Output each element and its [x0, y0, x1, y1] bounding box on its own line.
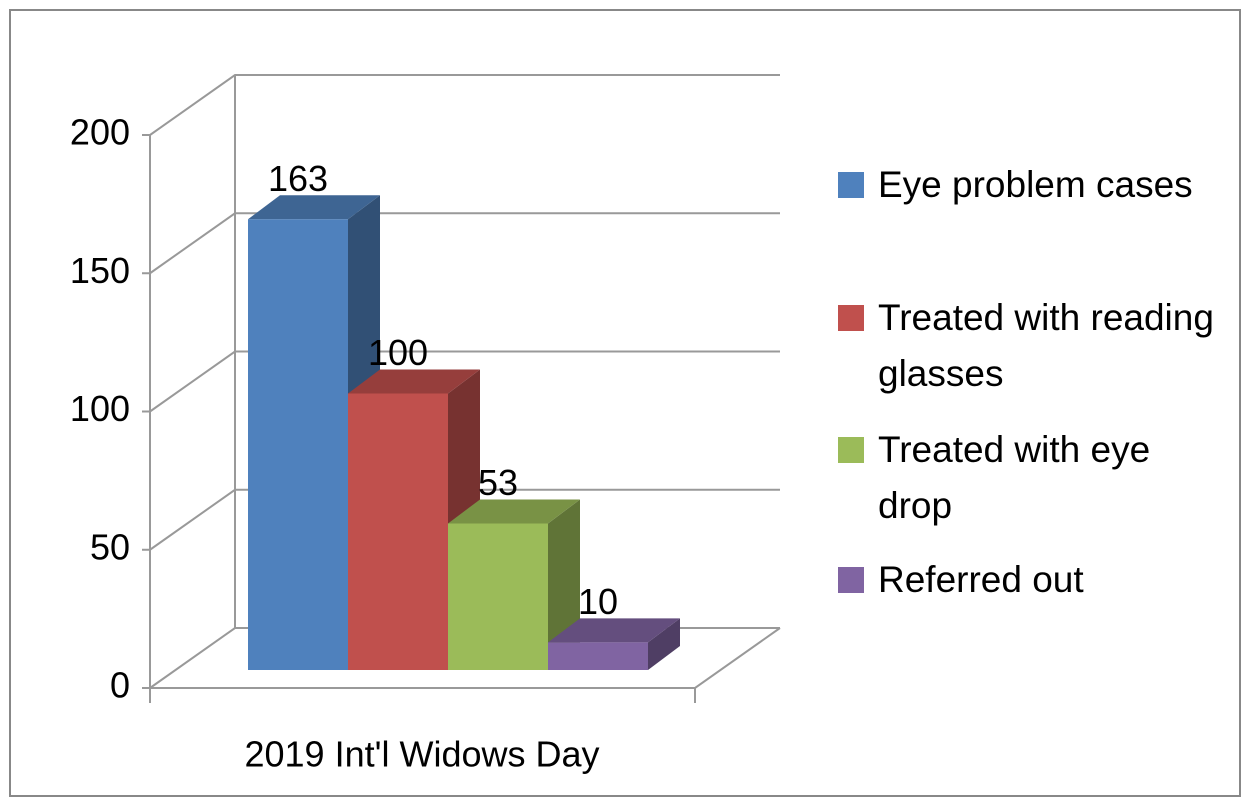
grid-line: [149, 212, 780, 275]
bar-front: [248, 219, 348, 670]
border: [9, 9, 1241, 797]
data-label: 163: [268, 158, 328, 199]
y-tick-label: 200: [70, 112, 130, 153]
bar-front: [348, 393, 448, 670]
data-label: 53: [478, 462, 518, 503]
data-label: 10: [578, 581, 618, 622]
y-tick-label: 50: [90, 526, 130, 567]
bar-top: [548, 618, 680, 643]
legend-swatch: [838, 172, 864, 198]
y-tick-label: 100: [70, 388, 130, 429]
bar-front: [448, 523, 548, 670]
legend-label: Referred out: [878, 559, 1084, 600]
legend-swatch: [838, 437, 864, 463]
y-tick-label: 0: [110, 665, 130, 706]
data-label: 100: [368, 332, 428, 373]
bar-top: [448, 499, 580, 524]
bar-top: [348, 369, 480, 394]
legend-label: Eye problem cases: [878, 164, 1193, 205]
bar: [548, 618, 680, 670]
bar-side: [648, 618, 680, 670]
x-tick-label: 2019 Int'l Widows Day: [244, 734, 599, 775]
legend-label: Treated with reading glasses: [878, 297, 1214, 394]
grid-line: [149, 350, 780, 413]
y-tick-label: 150: [70, 250, 130, 291]
grid-line: [149, 488, 780, 551]
legend-swatch: [838, 305, 864, 331]
legend-swatch: [838, 567, 864, 593]
bar-top: [248, 195, 380, 220]
legend-label: Treated with eye drop: [878, 429, 1151, 526]
bar-front: [548, 642, 648, 670]
grid-line: [149, 74, 780, 136]
